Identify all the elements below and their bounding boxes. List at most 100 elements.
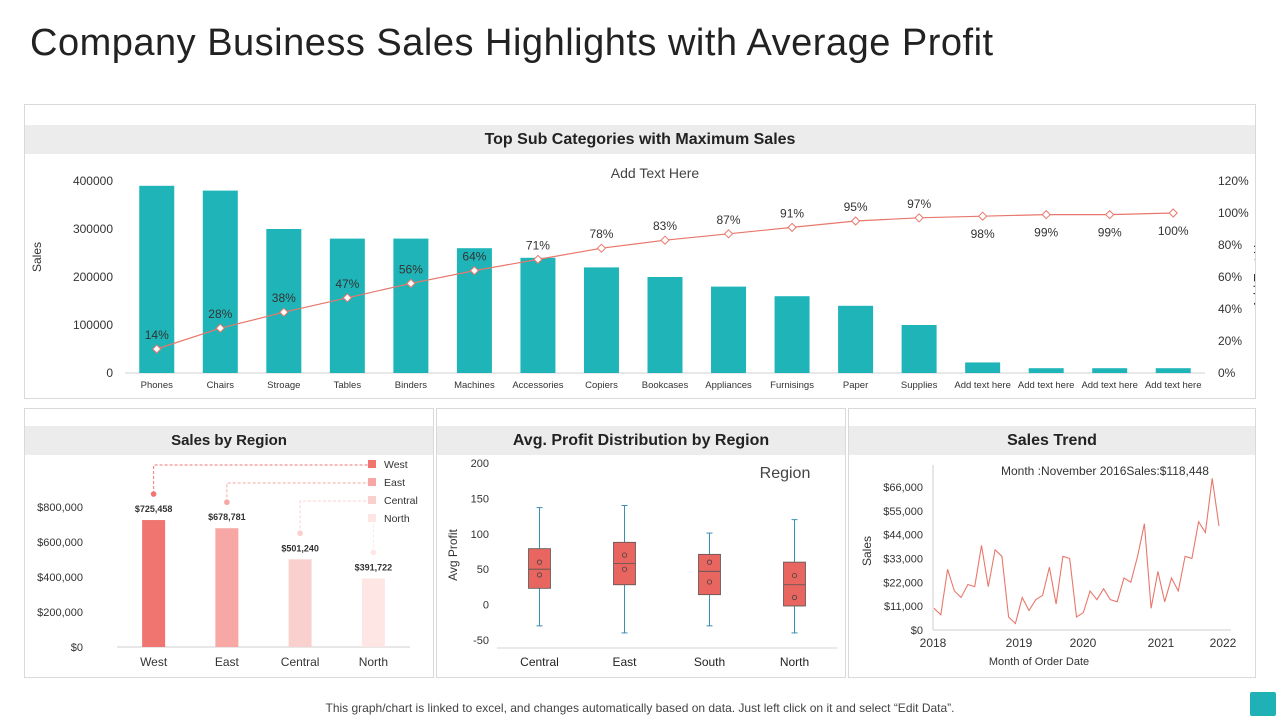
x-tick-label: Tables	[334, 380, 362, 391]
chart-annotation: Add Text Here	[611, 165, 700, 181]
x-tick-label: 2018	[920, 636, 947, 650]
x-tick-label: Machines	[454, 380, 495, 391]
pareto-label: 91%	[780, 206, 804, 220]
y-tick-label: 300000	[73, 222, 113, 236]
y-tick-label: $400,000	[37, 572, 83, 584]
page-title: Company Business Sales Highlights with A…	[30, 22, 994, 64]
pareto-label: 78%	[589, 227, 613, 241]
y-tick-label: $33,000	[883, 554, 923, 566]
pareto-label: 14%	[145, 328, 169, 342]
y-tick-label: $0	[911, 625, 923, 637]
chart-annotation: Region	[760, 465, 811, 482]
pareto-point	[215, 323, 226, 333]
y-tick-label: $44,000	[883, 530, 923, 542]
x-tick-label: Add text here	[1018, 380, 1075, 391]
y-tick-label: 150	[471, 493, 489, 505]
avg-profit-boxplot[interactable]: -50 0 50 100 150 200 Avg Profit Region Central Ea…	[437, 455, 845, 677]
x-tick-label: Copiers	[585, 380, 618, 391]
y2-tick-label: 60%	[1218, 270, 1242, 284]
pareto-label: 56%	[399, 262, 423, 276]
x-tick-label: Binders	[395, 380, 427, 391]
sales-trend-chart[interactable]: $0 $11,000 $22,000 $33,000 $44,000 $55,000 $66…	[849, 455, 1255, 677]
leader-dot	[370, 549, 377, 556]
x-tick-label: Chairs	[207, 380, 235, 391]
pareto-label: 38%	[272, 291, 296, 305]
y-tick-label: 100	[471, 529, 489, 541]
data-point	[791, 594, 798, 601]
y2-tick-label: 20%	[1218, 334, 1242, 348]
pareto-point	[914, 213, 924, 223]
bar	[266, 229, 302, 373]
y2-axis-label: Add Text Here	[1251, 226, 1255, 308]
bar	[711, 286, 747, 373]
pareto-point	[279, 307, 289, 317]
bar	[361, 578, 385, 647]
x-tick-label: Paper	[843, 380, 868, 391]
legend-label: North	[384, 513, 410, 525]
data-point	[706, 579, 713, 585]
pareto-label: 87%	[717, 213, 741, 227]
pareto-point	[977, 211, 988, 221]
y2-tick-label: 0%	[1218, 366, 1236, 380]
box	[783, 561, 806, 607]
bar	[215, 528, 239, 647]
data-point	[536, 572, 543, 578]
pareto-point	[1168, 208, 1178, 218]
pareto-point	[1105, 209, 1115, 220]
bar	[142, 520, 166, 647]
legend-label: West	[384, 459, 408, 471]
leader-line	[153, 464, 370, 495]
profit-panel: Avg. Profit Distribution by Region -50 0 5…	[436, 408, 846, 678]
legend-swatch	[368, 478, 376, 486]
y-tick-label: $66,000	[883, 482, 923, 494]
bar	[139, 185, 175, 373]
trend-chart-title: Sales Trend	[849, 426, 1255, 455]
x-tick-label: Appliances	[705, 380, 752, 391]
x-tick-label: South	[694, 655, 725, 669]
pareto-point	[850, 216, 861, 226]
pareto-point	[596, 243, 607, 253]
y2-tick-label: 100%	[1218, 206, 1249, 220]
region-chart-title: Sales by Region	[25, 426, 433, 455]
chart-annotation: Month :November 2016Sales:$118,448	[1001, 464, 1209, 478]
y-axis-label: Sales	[30, 242, 44, 272]
x-tick-label: Central	[281, 655, 320, 669]
bar	[202, 190, 238, 373]
y-tick-label: $11,000	[884, 601, 923, 613]
leader-line	[226, 482, 370, 503]
bar	[647, 277, 683, 373]
profit-chart-title: Avg. Profit Distribution by Region	[437, 426, 845, 455]
y-tick-label: 200	[471, 458, 489, 470]
bar	[288, 559, 312, 647]
data-point	[791, 572, 798, 579]
y-tick-label: 200000	[73, 270, 113, 284]
x-tick-label: North	[780, 655, 809, 669]
x-tick-label: Phones	[141, 380, 173, 391]
y2-tick-label: 40%	[1218, 302, 1242, 316]
data-label: $391,722	[355, 562, 393, 572]
legend-swatch	[368, 460, 376, 468]
x-tick-label: Add text here	[1145, 380, 1202, 391]
leader-line	[299, 500, 370, 534]
x-tick-label: North	[359, 655, 388, 669]
bar	[965, 362, 1001, 373]
top-subcategories-chart[interactable]: 0 100000 200000 300000 400000 0% 20% 40% 60% 80% 1…	[25, 157, 1255, 397]
pareto-label: 47%	[335, 277, 359, 291]
leader-dot	[297, 530, 303, 537]
pareto-point	[787, 222, 797, 233]
pareto-label: 64%	[462, 250, 486, 264]
bar	[1092, 368, 1128, 373]
sales-by-region-chart[interactable]: $0 $200,000 $400,000 $600,000 $800,000 $725,4…	[25, 455, 433, 675]
data-point	[706, 559, 713, 565]
legend-swatch	[368, 514, 376, 522]
y-tick-label: $600,000	[37, 537, 83, 549]
x-tick-label: East	[215, 655, 240, 669]
pareto-label: 95%	[844, 200, 868, 214]
pareto-point	[660, 235, 670, 245]
data-label: $725,458	[135, 504, 173, 514]
pareto-label: 28%	[208, 307, 232, 321]
y-tick-label: 100000	[73, 318, 113, 332]
data-point	[621, 552, 628, 558]
bar	[1155, 368, 1191, 373]
box	[698, 553, 721, 596]
